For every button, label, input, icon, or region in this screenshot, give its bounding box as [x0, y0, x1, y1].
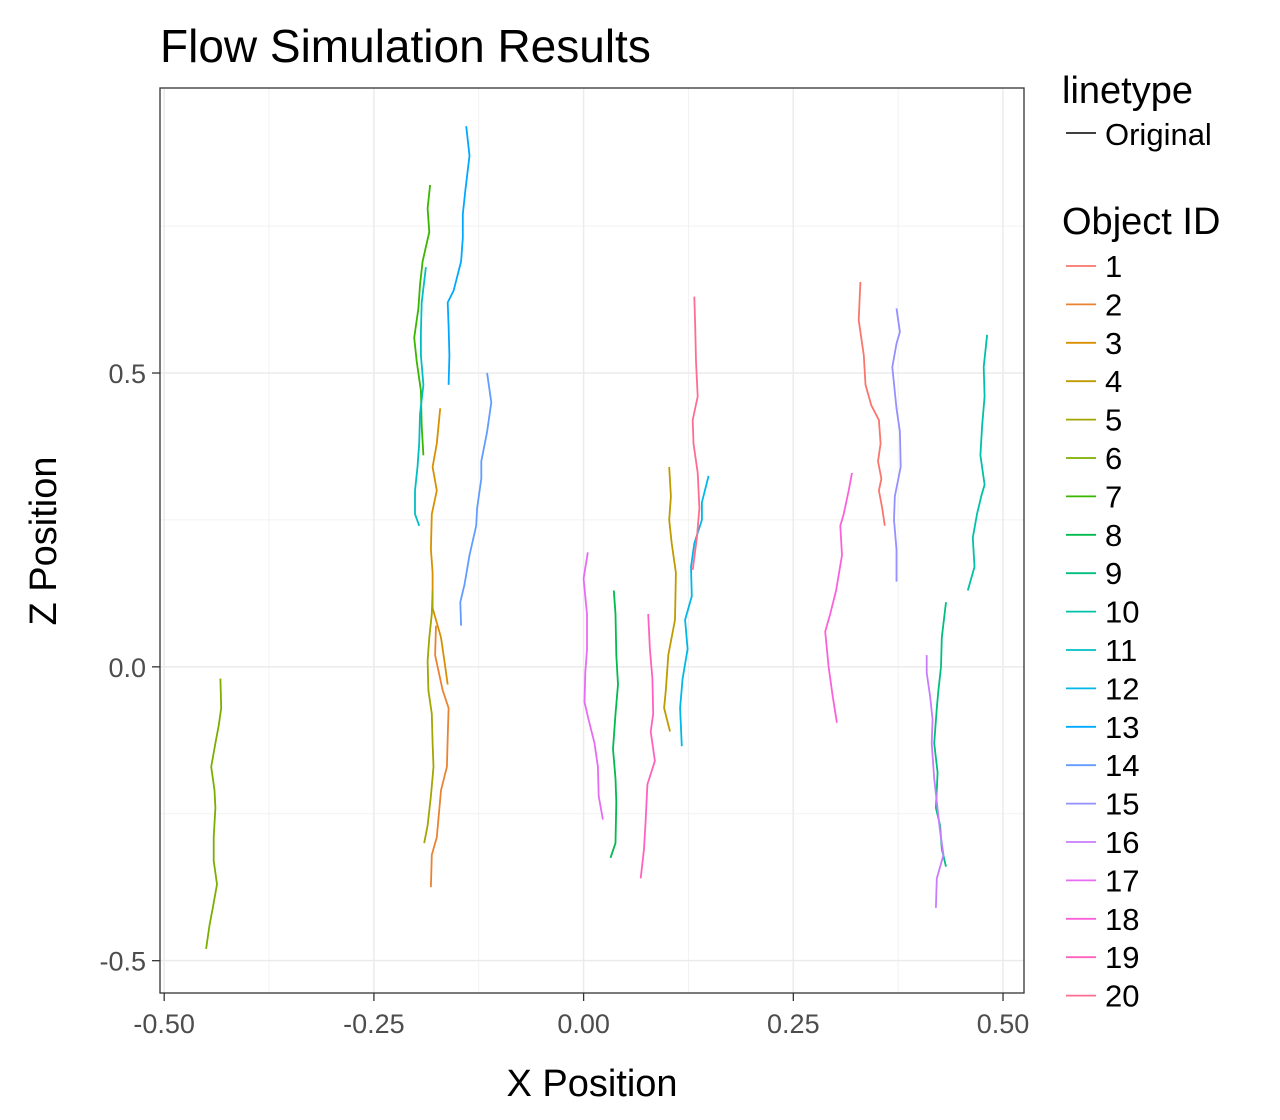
x-tick-label: 0.50 — [977, 1009, 1030, 1039]
chart-title: Flow Simulation Results — [160, 20, 651, 72]
grid-lines — [160, 88, 1024, 993]
series-line-3 — [429, 408, 449, 685]
series-line-14 — [459, 372, 493, 626]
legend-label-13: 13 — [1105, 710, 1139, 745]
series-line-5 — [423, 590, 435, 844]
legend-color-title: Object ID — [1062, 201, 1220, 243]
legend-label-4: 4 — [1105, 364, 1122, 399]
series-line-18 — [824, 472, 853, 723]
legend-label-17: 17 — [1105, 863, 1139, 898]
legend-label-3: 3 — [1105, 326, 1122, 361]
legend-label-18: 18 — [1105, 902, 1139, 937]
series-line-6 — [205, 678, 223, 950]
legend: linetype Original Object ID 123456789101… — [1062, 70, 1220, 1014]
legend-label-10: 10 — [1105, 595, 1139, 630]
legend-label-19: 19 — [1105, 940, 1139, 975]
series-line-7 — [413, 184, 431, 456]
legend-label-9: 9 — [1105, 556, 1122, 591]
series-line-11 — [414, 267, 427, 527]
y-axis: -0.5 0.0 0.5 — [99, 359, 160, 977]
x-tick-label: 0.25 — [767, 1009, 820, 1039]
series-line-20 — [691, 296, 701, 571]
legend-label-11: 11 — [1105, 633, 1137, 668]
x-tick-label: -0.25 — [343, 1009, 405, 1039]
legend-label-6: 6 — [1105, 441, 1122, 476]
series-line-4 — [663, 466, 677, 732]
series-layer — [205, 126, 988, 950]
legend-label-20: 20 — [1105, 979, 1139, 1014]
legend-label-7: 7 — [1105, 479, 1122, 514]
series-line-19 — [639, 613, 656, 879]
x-axis: -0.50 -0.25 0.00 0.25 0.50 — [133, 993, 1029, 1039]
x-axis-title: X Position — [506, 1063, 677, 1105]
series-line-17 — [582, 552, 604, 820]
y-tick-label: 0.0 — [108, 653, 146, 683]
series-line-12 — [679, 475, 710, 747]
x-tick-label: -0.50 — [133, 1009, 195, 1039]
series-line-10 — [966, 334, 988, 591]
legend-linetype-title: linetype — [1062, 70, 1193, 112]
legend-label-15: 15 — [1105, 787, 1139, 822]
series-line-13 — [446, 126, 471, 385]
series-line-8 — [609, 590, 619, 859]
series-line-2 — [430, 625, 450, 888]
legend-label-14: 14 — [1105, 748, 1139, 783]
y-tick-label: 0.5 — [108, 359, 146, 389]
legend-label-5: 5 — [1105, 403, 1122, 438]
series-line-16 — [925, 655, 945, 908]
legend-label-1: 1 — [1105, 249, 1122, 284]
plot-panel — [159, 87, 1025, 994]
legend-label-2: 2 — [1105, 287, 1122, 322]
x-tick-label: 0.00 — [557, 1009, 610, 1039]
y-axis-title: Z Position — [23, 457, 65, 626]
legend-label-16: 16 — [1105, 825, 1139, 860]
legend-label-12: 12 — [1105, 671, 1139, 706]
legend-linetype-label: Original — [1105, 117, 1212, 152]
series-line-1 — [857, 281, 886, 526]
series-line-15 — [891, 308, 902, 582]
legend-label-8: 8 — [1105, 518, 1122, 553]
y-tick-label: -0.5 — [99, 947, 146, 977]
